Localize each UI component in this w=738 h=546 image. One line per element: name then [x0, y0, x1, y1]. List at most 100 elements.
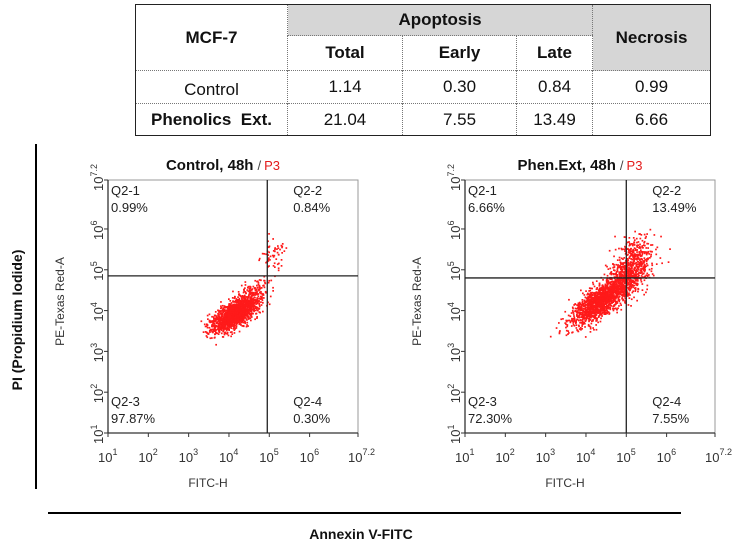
scatter-point — [600, 306, 603, 309]
scatter-point — [235, 325, 238, 327]
scatter-point — [585, 300, 587, 303]
scatter-point — [263, 275, 266, 278]
scatter-point — [622, 248, 624, 251]
scatter-point — [249, 306, 251, 308]
scatter-point — [275, 258, 278, 260]
scatter-point — [605, 309, 608, 311]
scatter-point — [247, 290, 250, 293]
scatter-point — [285, 247, 288, 249]
scatter-point — [220, 313, 222, 316]
scatter-point — [258, 286, 261, 289]
scatter-point — [594, 313, 597, 316]
scatter-point — [618, 256, 621, 259]
scatter-point — [581, 306, 583, 309]
scatter-point — [245, 312, 247, 315]
scatter-point — [246, 298, 249, 300]
scatter-point — [643, 293, 645, 296]
y-tick-label: 102 — [446, 384, 463, 403]
scatter-point — [260, 295, 262, 298]
scatter-point — [571, 310, 574, 312]
scatter-point — [613, 264, 615, 266]
scatter-point — [626, 283, 629, 285]
scatter-point — [243, 304, 245, 307]
scatter-point — [598, 308, 600, 310]
scatter-point — [249, 291, 252, 294]
scatter-point — [645, 260, 648, 263]
scatter-point — [629, 284, 632, 286]
scatter-point — [260, 301, 262, 303]
scatter-point — [228, 298, 230, 300]
scatter-point — [240, 307, 242, 309]
scatter-point — [221, 327, 224, 330]
scatter-point — [560, 318, 563, 321]
scatter-point — [258, 311, 261, 313]
scatter-point — [627, 241, 629, 244]
y-axis-label: PE-Texas Red-A — [410, 257, 424, 346]
scatter-point — [245, 296, 248, 298]
scatter-point — [231, 316, 233, 318]
scatter-point — [622, 266, 625, 269]
scatter-point — [604, 313, 607, 315]
scatter-point — [273, 262, 276, 265]
scatter-point — [228, 328, 230, 331]
scatter-point — [241, 297, 243, 300]
scatter-point — [590, 308, 593, 310]
y-tick-label: 101 — [89, 425, 106, 444]
scatter-point — [610, 287, 613, 290]
scatter-point — [629, 278, 632, 281]
scatter-point — [268, 245, 271, 248]
scatter-point — [628, 241, 630, 243]
scatter-point — [581, 325, 583, 327]
scatter-point — [220, 301, 222, 303]
scatter-point — [602, 287, 604, 289]
scatter-point — [607, 303, 610, 305]
x-tick-label: 103 — [179, 447, 198, 465]
scatter-point — [276, 248, 278, 250]
scatter-point — [594, 305, 597, 308]
scatter-point — [587, 323, 590, 326]
scatter-point — [268, 279, 271, 282]
scatter-point — [613, 273, 615, 276]
scatter-point — [238, 321, 241, 324]
scatter-point — [631, 263, 634, 266]
scatter-point — [628, 275, 631, 277]
scatter-point — [253, 304, 256, 307]
scatter-point — [630, 258, 632, 260]
scatter-point — [212, 325, 214, 328]
scatter-point — [634, 253, 636, 256]
scatter-point — [588, 306, 590, 309]
scatter-point — [235, 307, 237, 310]
scatter-point — [227, 320, 230, 323]
scatter-point — [268, 303, 271, 306]
scatter-point — [631, 253, 634, 256]
scatter-point — [264, 290, 267, 293]
scatter-point — [212, 321, 214, 324]
scatter-point — [234, 315, 237, 317]
scatter-point — [621, 248, 623, 251]
scatter-point — [578, 328, 581, 330]
scatter-point — [217, 317, 219, 320]
scatter-point — [242, 306, 244, 308]
scatter-point — [627, 251, 630, 253]
scatter-point — [241, 303, 244, 305]
scatter-point — [624, 261, 627, 264]
scatter-point — [255, 288, 258, 291]
scatter-point — [615, 294, 618, 296]
scatter-point — [574, 320, 577, 323]
scatter-point — [590, 293, 593, 295]
scatter-point — [277, 245, 279, 247]
scatter-point — [580, 322, 583, 324]
scatter-point — [631, 250, 634, 252]
scatter-point — [640, 275, 643, 277]
scatter-point — [624, 297, 627, 300]
scatter-point — [620, 304, 622, 306]
scatter-point — [579, 327, 582, 329]
scatter-point — [626, 258, 629, 260]
scatter-point — [578, 311, 581, 313]
scatter-point — [230, 309, 233, 311]
scatter-point — [588, 298, 591, 300]
scatter-point — [611, 280, 614, 283]
scatter-point — [632, 248, 634, 251]
scatter-point — [245, 292, 247, 295]
scatter-point — [607, 290, 610, 292]
